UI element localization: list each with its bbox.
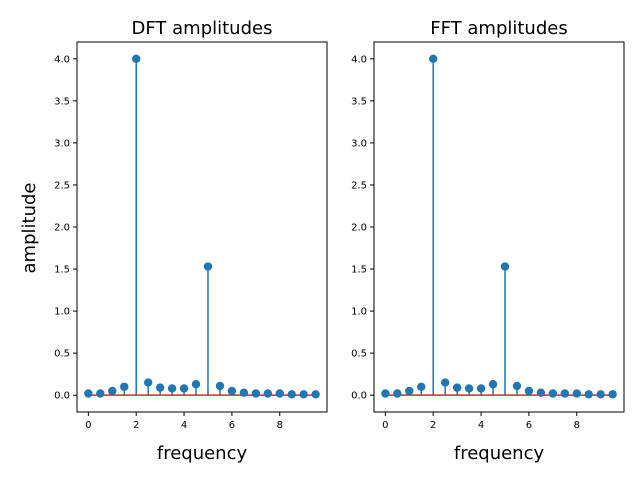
dft-ytick-label: 4.0: [54, 54, 70, 65]
fft-ytick-label: 2.0: [351, 223, 367, 234]
dft-stem-marker: [96, 389, 105, 398]
dft-stem-marker: [167, 384, 177, 393]
dft-xtick-label: 2: [133, 420, 139, 431]
dft-stem-marker: [239, 388, 249, 397]
fft-stem-marker: [572, 389, 581, 398]
fft-stem-marker: [512, 381, 522, 391]
fft-ytick-label: 3.5: [351, 96, 367, 107]
fft-stem-marker: [524, 386, 534, 396]
dft-ylabel: amplitude: [19, 183, 40, 274]
dft-subplot: DFT amplitudes amplitude frequency 0 2 4 6 8…: [19, 18, 328, 464]
fft-stem-marker: [429, 54, 438, 64]
fft-ytick-label: 0.5: [351, 349, 367, 360]
fft-stem-marker: [584, 390, 593, 399]
dft-stem-marker: [287, 390, 296, 399]
dft-ytick-label: 2.5: [54, 180, 70, 191]
dft-xtick-label: 8: [277, 420, 283, 431]
dft-ticks: 0 2 4 6 8 0.0 0.5 1.0 1.5 2.0 2.5 3.0 3.5 4.0: [54, 54, 283, 431]
dft-stem-marker: [120, 382, 129, 391]
fft-ytick-label: 2.5: [351, 180, 367, 191]
dft-ytick-label: 0.0: [54, 391, 70, 402]
fft-axes-frame: [373, 41, 625, 413]
fft-stem-marker: [393, 389, 402, 398]
fft-stem-marker: [500, 262, 510, 271]
dft-ytick-label: 1.0: [54, 307, 70, 318]
fft-ytick-label: 1.5: [351, 265, 367, 276]
fft-stem-marker: [488, 380, 498, 389]
fft-ytick-label: 0.0: [351, 391, 367, 402]
dft-ytick-label: 3.0: [54, 138, 70, 149]
dft-stem-marker: [299, 390, 308, 399]
dft-stem-marker: [227, 386, 237, 396]
dft-stem-marker: [108, 386, 117, 396]
fft-title: FFT amplitudes: [430, 18, 567, 39]
dft-axes-frame: [76, 41, 328, 413]
dft-ytick-label: 2.0: [54, 223, 70, 234]
fft-ytick-label: 4.0: [351, 54, 367, 65]
dft-ytick-label: 0.5: [54, 349, 70, 360]
fft-stem-marker: [464, 384, 474, 393]
dft-stems: [84, 54, 320, 399]
dft-stem-marker: [155, 383, 165, 392]
fft-stem-marker: [381, 389, 390, 398]
dft-xlabel: frequency: [157, 443, 248, 464]
dft-stem-marker: [132, 54, 141, 64]
dft-stem-marker: [191, 380, 201, 389]
fft-stem-marker: [548, 389, 558, 398]
fft-subplot: FFT amplitudes frequency 0 2 4 6 8 0.0 0.5 1.0 1…: [351, 18, 625, 464]
fft-xtick-label: 0: [382, 420, 388, 431]
fft-xtick-label: 6: [526, 420, 532, 431]
fft-ytick-label: 3.0: [351, 138, 367, 149]
dft-stem-marker: [275, 389, 284, 398]
fft-stem-marker: [536, 388, 546, 397]
fft-xtick-label: 2: [430, 420, 436, 431]
fft-stem-marker: [417, 382, 426, 391]
fft-stem-marker: [440, 378, 450, 387]
fft-xlabel: frequency: [454, 443, 545, 464]
dft-stem-marker: [84, 389, 93, 398]
fft-stem-marker: [476, 384, 486, 393]
fft-ytick-label: 1.0: [351, 307, 367, 318]
fft-xtick-label: 8: [574, 420, 580, 431]
dft-ytick-label: 3.5: [54, 96, 70, 107]
fft-stem-marker: [560, 389, 569, 398]
fft-stem-marker: [405, 386, 414, 396]
fft-stem-marker: [452, 383, 462, 392]
dft-ytick-label: 1.5: [54, 265, 70, 276]
dft-stem-marker: [311, 390, 320, 399]
dft-stem-marker: [179, 384, 189, 393]
fft-xtick-label: 4: [478, 420, 484, 431]
dft-title: DFT amplitudes: [132, 18, 273, 39]
dft-stem-marker: [215, 381, 225, 391]
dft-stem-marker: [251, 389, 261, 398]
dft-xtick-label: 0: [85, 420, 91, 431]
dft-xtick-label: 6: [229, 420, 235, 431]
fft-stem-marker: [596, 390, 605, 399]
fft-stem-marker: [608, 390, 617, 399]
dft-xtick-label: 4: [181, 420, 187, 431]
dft-stem-marker: [263, 389, 272, 398]
dft-stem-marker: [203, 262, 213, 271]
fft-stems: [381, 54, 617, 399]
dft-stem-marker: [143, 378, 153, 387]
fft-ticks: 0 2 4 6 8 0.0 0.5 1.0 1.5 2.0 2.5 3.0 3.5 4.0: [351, 54, 580, 431]
